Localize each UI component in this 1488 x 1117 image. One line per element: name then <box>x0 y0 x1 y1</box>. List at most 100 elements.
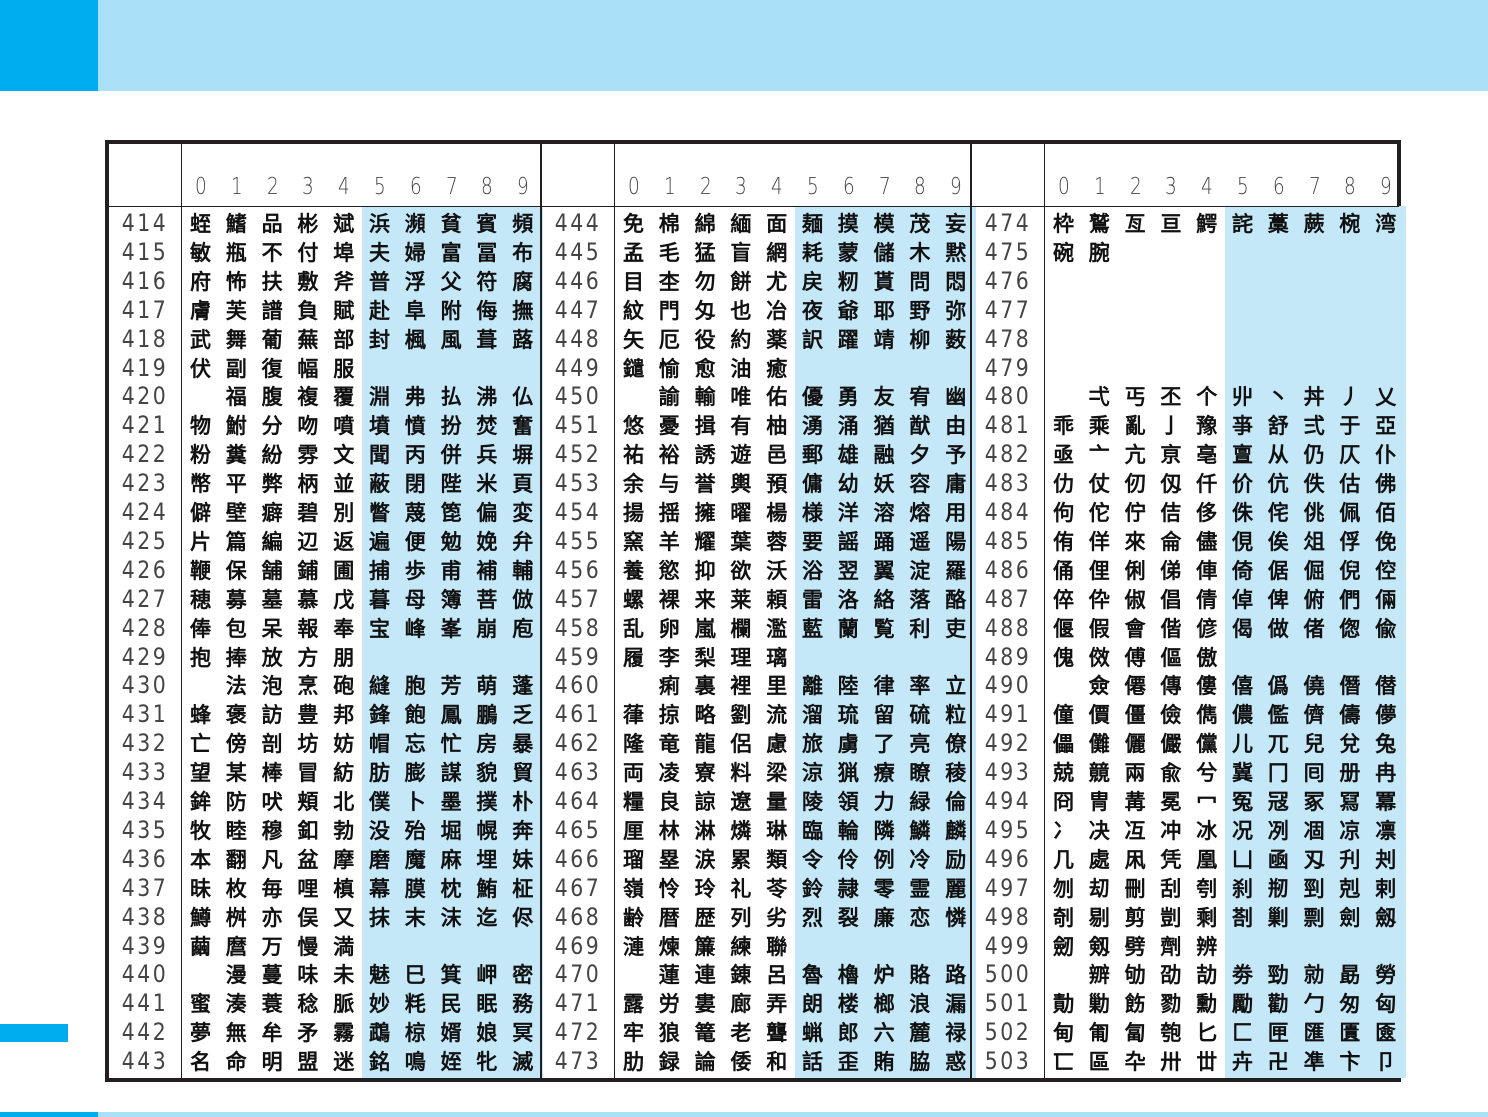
kanji-row: 厘林淋燐琳臨輪隣鱗麟 <box>623 818 981 843</box>
kanji-row: 僮價僵儉儁儂儖儕儔儚 <box>1053 703 1411 728</box>
kanji-row: 辧劬劭劼劵勁勍勗勞 <box>1053 963 1411 988</box>
kanji-row: 侑佯來侖儘俔俟俎俘俛 <box>1053 529 1411 554</box>
kanji-row: 蜜湊蓑稔脈妙粍民眠務 <box>190 992 548 1017</box>
kanji-row: 俑俚俐俤俥倚倨倔倪倥 <box>1053 558 1411 583</box>
row-code: 448 <box>554 324 602 353</box>
row-code: 436 <box>121 844 169 873</box>
page-index-tab <box>0 1024 68 1042</box>
highlight-columns <box>795 206 976 1078</box>
column-digit: 9 <box>517 174 529 200</box>
column-digit: 1 <box>230 174 243 200</box>
column-digit: 3 <box>302 174 315 200</box>
kanji-row: 蛭鰭品彬斌浜瀕貧賓頻 <box>190 212 548 236</box>
code-panel: 0 1 2 3 4 5 6 7 8 9 444 免棉綿緬面麺摸模茂妄 445 孟毛猛盲網耗蒙儲木黙 446 目… <box>540 144 976 1078</box>
kanji-row: 隆竜龍侶慮旅虜了亮僚 <box>623 732 981 757</box>
kanji-row: 目杢勿餅尤戻籾貰問悶 <box>623 269 981 294</box>
row-code: 476 <box>984 266 1032 295</box>
row-code: 457 <box>554 584 602 613</box>
row-code: 477 <box>984 295 1032 324</box>
row-code: 498 <box>984 902 1032 931</box>
kanji-row: 福腹複覆淵弗払沸仏 <box>190 385 548 410</box>
row-code: 456 <box>554 555 602 584</box>
row-code: 488 <box>984 613 1032 642</box>
kanji-row: 片篇編辺返遍便勉娩弁 <box>190 529 548 554</box>
row-code: 461 <box>554 700 602 729</box>
kanji-code-table: 0 1 2 3 4 5 6 7 8 9 414 蛭鰭品彬斌浜瀕貧賓頻 415 敏瓶不付埠夫婦富冨布 416 府… <box>105 140 1406 1082</box>
column-digit: 0 <box>1058 174 1070 200</box>
row-code: 433 <box>121 758 169 787</box>
kanji-row: 蜂褒訪豊邦鋒飽鳳鵬乏 <box>190 703 548 728</box>
footer-accent-block <box>0 1112 98 1117</box>
kanji-row: 昧枚毎哩槙幕膜枕鮪柾 <box>190 876 548 901</box>
kanji-row: 劒剱劈劑辨 <box>1053 934 1232 959</box>
row-code: 420 <box>121 382 169 411</box>
row-code: 474 <box>984 209 1032 237</box>
row-code: 445 <box>554 237 602 266</box>
kanji-row: 敏瓶不付埠夫婦富冨布 <box>190 240 548 265</box>
row-code: 465 <box>554 815 602 844</box>
row-code: 499 <box>984 931 1032 960</box>
kanji-row: 抱捧放方朋 <box>190 645 369 670</box>
kanji-row: 勣勦飭勠勳勵勸勹匆匈 <box>1053 992 1411 1017</box>
kanji-row: 僉僊傳僂僖僞僥僭僣 <box>1053 674 1411 699</box>
kanji-row: 枠鷲亙亘鰐詫藁蕨椀湾 <box>1053 212 1411 236</box>
row-code: 417 <box>121 295 169 324</box>
row-code: 481 <box>984 411 1032 440</box>
row-code: 468 <box>554 902 602 931</box>
column-digit: 2 <box>699 174 712 200</box>
row-code: 437 <box>121 873 169 902</box>
kanji-row: 養慾抑欲沃浴翌翼淀羅 <box>623 558 981 583</box>
row-code: 438 <box>121 902 169 931</box>
footer-bar <box>0 1112 1488 1117</box>
kanji-row <box>1046 268 1053 296</box>
kanji-row <box>1046 297 1053 325</box>
kanji-row: 冫决冱冲冰况冽凅凉凛 <box>1053 818 1411 843</box>
kanji-row: 痢裏裡里離陸律率立 <box>623 674 981 699</box>
column-digit: 7 <box>445 174 458 200</box>
kanji-row: 府怖扶敷斧普浮父符腐 <box>190 269 548 294</box>
row-code: 485 <box>984 526 1032 555</box>
kanji-row: 漫蔓味未魅巳箕岬密 <box>190 963 548 988</box>
row-code: 491 <box>984 700 1032 729</box>
kanji-row: 仂仗仞仭仟价伉佚估佛 <box>1053 472 1411 497</box>
row-code: 458 <box>554 613 602 642</box>
row-code: 415 <box>121 237 169 266</box>
row-code: 484 <box>984 498 1032 526</box>
column-digit: 8 <box>914 174 927 200</box>
column-digit: 4 <box>771 174 783 200</box>
row-code: 471 <box>554 989 602 1018</box>
row-code: 441 <box>121 989 169 1018</box>
kanji-row: 露労婁廊弄朗楼榔浪漏 <box>623 992 981 1017</box>
row-code: 439 <box>121 931 169 960</box>
row-code: 489 <box>984 642 1032 671</box>
row-code: 422 <box>121 440 169 469</box>
column-digit: 4 <box>1201 174 1213 200</box>
row-code: 443 <box>121 1047 169 1076</box>
header-divider <box>109 206 540 207</box>
kanji-row: 物鮒分吻噴墳憤扮焚奮 <box>190 414 548 439</box>
kanji-row: 鱒桝亦俣又抹末沫迄侭 <box>190 905 548 930</box>
kanji-row: 諭輸唯佑優勇友宥幽 <box>623 385 981 410</box>
kanji-row: 余与誉輿預傭幼妖容庸 <box>623 472 981 497</box>
column-digit: 1 <box>1093 174 1106 200</box>
row-code: 472 <box>554 1018 602 1047</box>
kanji-row: 名命明盟迷銘鳴姪牝滅 <box>190 1050 548 1075</box>
column-digit: 6 <box>409 174 422 200</box>
row-code: 467 <box>554 873 602 902</box>
kanji-row: 膚芙譜負賦赴阜附侮撫 <box>190 298 548 323</box>
kanji-row: 祐裕誘遊邑郵雄融夕予 <box>623 443 981 468</box>
row-code: 475 <box>984 237 1032 266</box>
kanji-row: 漣煉簾練聯 <box>623 934 802 959</box>
column-digit: 1 <box>663 174 676 200</box>
kanji-row: 牧睦穆釦勃没殆堀幌奔 <box>190 818 548 843</box>
row-code: 424 <box>121 498 169 526</box>
kanji-row: 夢無牟矛霧鵡椋婿娘冥 <box>190 1021 548 1046</box>
highlight-columns <box>1225 206 1406 1078</box>
row-code: 497 <box>984 873 1032 902</box>
row-code: 492 <box>984 729 1032 758</box>
column-digit: 7 <box>1308 174 1321 200</box>
kanji-row: 乖乘亂亅豫亊舒弍于亞 <box>1053 414 1411 439</box>
column-digit: 6 <box>842 174 855 200</box>
row-code: 447 <box>554 295 602 324</box>
row-code: 428 <box>121 613 169 642</box>
